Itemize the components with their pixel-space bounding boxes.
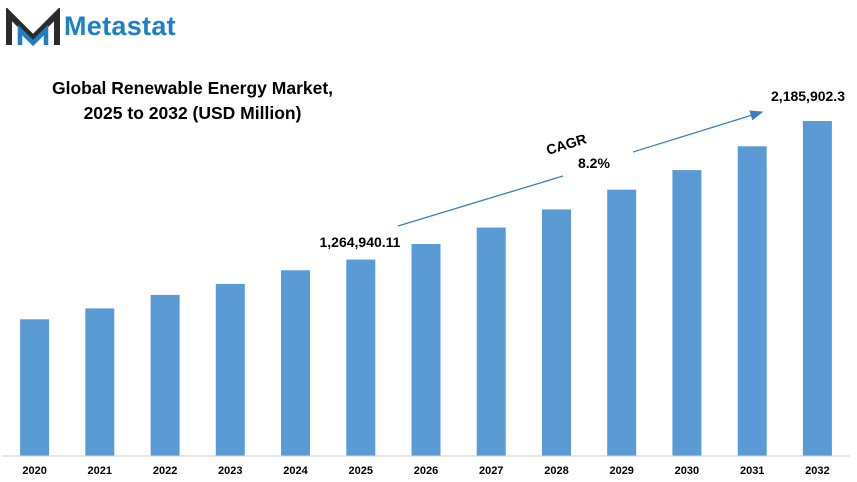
x-tick-2020: 2020 — [22, 465, 46, 477]
bar-2021 — [85, 308, 115, 456]
x-tick-2031: 2031 — [740, 465, 764, 477]
metastat-m-logo-icon — [6, 8, 60, 47]
bars-group — [20, 121, 832, 457]
brand-name: Metastat — [64, 11, 176, 41]
bar-2027 — [476, 227, 506, 456]
bar-2020 — [20, 319, 50, 456]
bar-2024 — [281, 270, 310, 456]
data-labels: 1,264,940.11 2,185,902.3 — [320, 88, 846, 250]
x-tick-2026: 2026 — [414, 465, 438, 477]
x-tick-2025: 2025 — [349, 465, 373, 477]
x-axis-ticks: 2020 2021 2022 2023 2024 2025 2026 2027 2028 2029… — [22, 465, 829, 477]
x-tick-2032: 2032 — [805, 465, 829, 477]
bar-2030 — [672, 170, 702, 456]
bar-2032 — [802, 121, 832, 456]
x-tick-2030: 2030 — [675, 465, 699, 477]
x-tick-2023: 2023 — [218, 465, 242, 477]
x-tick-2027: 2027 — [479, 465, 503, 477]
bar-2023 — [215, 283, 245, 456]
data-label-2025: 1,264,940.11 — [320, 234, 401, 250]
chart-title: Global Renewable Energy Market, 2025 to … — [20, 76, 365, 126]
bar-2028 — [542, 209, 571, 456]
bar-2031 — [737, 146, 767, 457]
chart-title-line-2: 2025 to 2032 (USD Million) — [83, 103, 302, 123]
chart-title-line-1: Global Renewable Energy Market, — [51, 78, 334, 98]
x-tick-2028: 2028 — [544, 465, 568, 477]
x-tick-2021: 2021 — [88, 465, 112, 477]
metastat-logo — [6, 8, 60, 47]
data-label-2032: 2,185,902.3 — [771, 88, 845, 104]
x-tick-2029: 2029 — [609, 465, 633, 477]
bar-2026 — [411, 244, 441, 456]
cagr-label: CAGR — [544, 131, 588, 158]
bar-2025 — [346, 259, 376, 456]
cagr-value: 8.2% — [578, 155, 610, 171]
cagr-arrow-upper — [632, 110, 764, 153]
x-tick-2022: 2022 — [153, 465, 177, 477]
cagr-arrow-lower — [397, 175, 564, 227]
bar-2029 — [607, 189, 637, 456]
x-tick-2024: 2024 — [283, 465, 308, 477]
bar-2022 — [150, 294, 180, 456]
